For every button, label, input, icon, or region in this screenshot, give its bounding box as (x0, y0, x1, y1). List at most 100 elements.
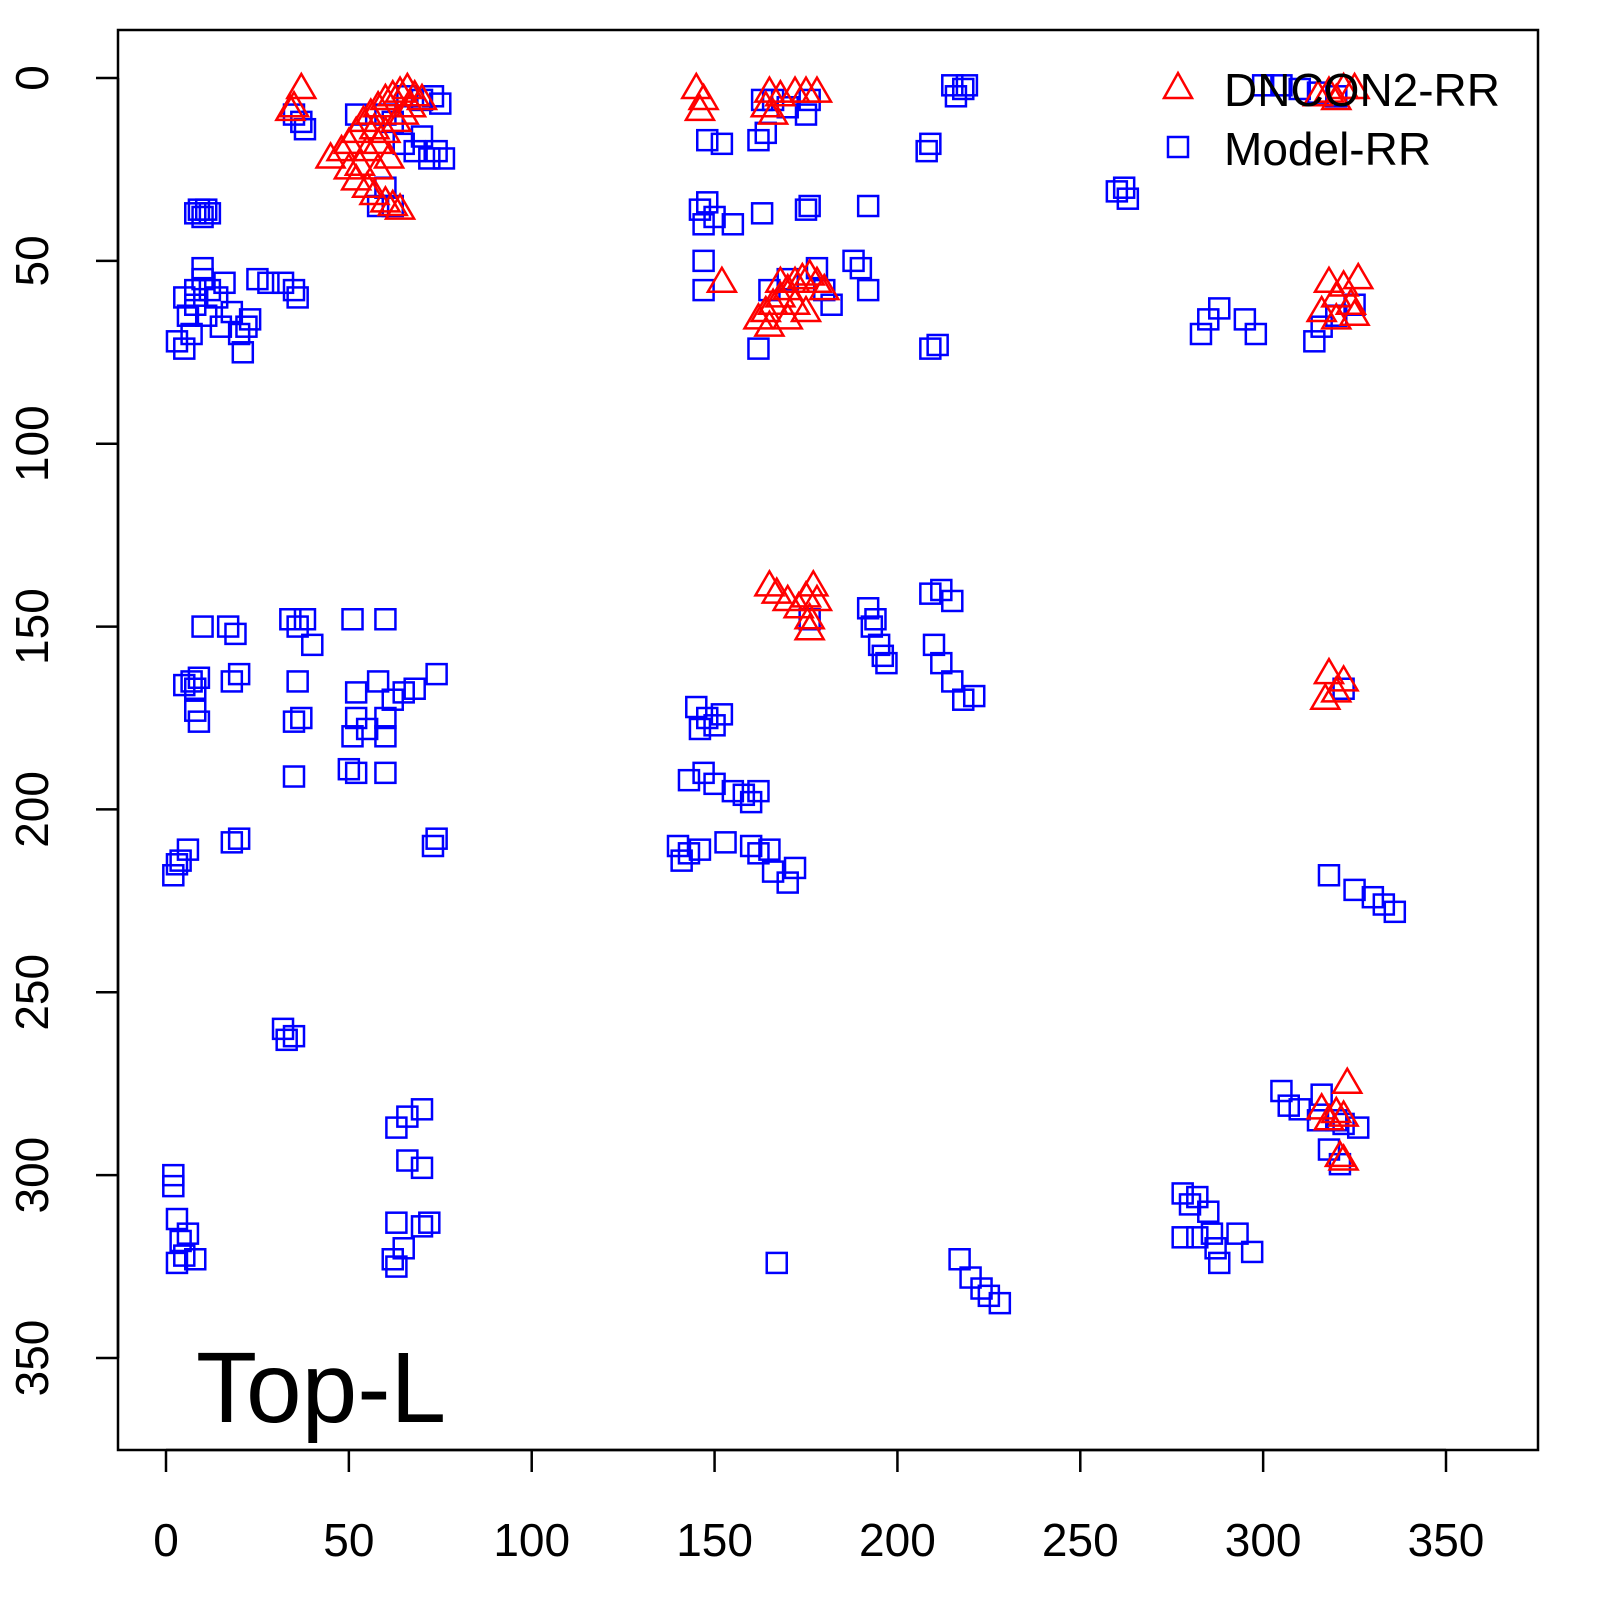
model-rr-point (191, 615, 214, 638)
model-rr-point (410, 125, 434, 148)
dncon2-rr-point (285, 71, 318, 100)
model-rr-point (930, 651, 953, 675)
dncon2-rr-point (749, 294, 782, 323)
dncon2-rr-point (274, 93, 307, 122)
legend-label-dncon2: DNCON2-RR (1224, 64, 1500, 116)
dncon2-rr-point (354, 97, 387, 125)
model-rr-point (385, 1211, 408, 1234)
model-rr-point (696, 706, 719, 730)
dncon2-rr-point (793, 258, 826, 286)
dncon2-rr-point (1334, 287, 1368, 315)
dncon2-rr-point (756, 287, 790, 315)
dncon2-rr-point (277, 89, 311, 118)
model-rr-point (169, 849, 192, 872)
model-rr-point (922, 633, 946, 657)
model-rr-point (758, 838, 781, 861)
dncon2-rr-point (705, 265, 739, 294)
model-rr-point (374, 608, 397, 631)
model-rr-point (721, 213, 745, 236)
model-rr-point (418, 147, 441, 170)
model-rr-point (374, 706, 397, 730)
dncon2-rr-point (789, 294, 823, 323)
dncon2-rr-point (680, 71, 713, 100)
model-rr-point (1208, 1251, 1231, 1275)
model-rr-point (926, 333, 949, 357)
model-rr-point (293, 608, 317, 631)
model-rr-point (1244, 322, 1268, 346)
dncon2-rr-point (376, 78, 409, 107)
legend-square-icon (1166, 135, 1190, 159)
model-rr-point (919, 132, 942, 156)
dncon2-rr-point (800, 75, 834, 103)
dncon2-rr-point (786, 261, 819, 290)
model-rr-point (191, 256, 214, 280)
model-rr-point (165, 330, 189, 353)
points-layer (162, 71, 1407, 1315)
model-rr-point (286, 670, 309, 693)
model-rr-point (747, 337, 770, 360)
model-rr-point (739, 834, 763, 858)
dncon2-rr-point (1301, 78, 1335, 107)
model-rr-point (962, 684, 986, 708)
model-rr-point (344, 761, 368, 785)
model-rr-point (162, 1174, 185, 1198)
dncon2-rr-point (350, 133, 384, 162)
dncon2-rr-point (1320, 301, 1353, 330)
model-rr-point (220, 670, 244, 693)
model-rr-point (165, 1251, 189, 1275)
model-rr-point (180, 670, 203, 693)
y-tick-label: 300 (6, 1137, 58, 1214)
model-rr-point (337, 757, 361, 781)
dncon2-rr-point (380, 104, 413, 133)
model-rr-point (688, 198, 712, 221)
dncon2-rr-point (1320, 674, 1353, 703)
model-rr-point (231, 341, 255, 364)
dncon2-rr-point (1342, 261, 1375, 290)
model-rr-point (198, 278, 222, 302)
model-rr-point (227, 827, 251, 850)
model-rr-point (805, 256, 829, 280)
dncon2-rr-point (343, 148, 377, 177)
x-tick-label: 200 (859, 1514, 936, 1566)
model-rr-point (341, 725, 364, 748)
model-rr-point (1303, 330, 1326, 353)
dncon2-rr-point (764, 265, 797, 294)
x-tick-label: 300 (1225, 1514, 1302, 1566)
model-rr-point (374, 725, 397, 748)
model-rr-point (216, 615, 240, 638)
model-rr-point (403, 139, 426, 163)
dncon2-rr-point (753, 568, 786, 597)
model-rr-point (750, 202, 774, 225)
model-rr-point (915, 139, 938, 163)
model-rr-point (1332, 1112, 1355, 1136)
dncon2-rr-point (394, 89, 428, 118)
y-tick-label: 250 (6, 954, 58, 1031)
model-rr-point (1332, 677, 1355, 700)
model-rr-point (794, 198, 818, 221)
dncon2-rr-point (1331, 1066, 1364, 1094)
dncon2-rr-point (1323, 1139, 1357, 1168)
model-rr-point (198, 202, 222, 225)
model-rr-point (173, 337, 196, 360)
model-rr-point (205, 286, 229, 309)
model-rr-point (970, 1277, 993, 1300)
model-rr-point (783, 856, 807, 880)
model-rr-point (820, 293, 843, 316)
dncon2-rr-point (778, 287, 812, 315)
y-tick-label: 0 (6, 65, 58, 91)
model-rr-point (165, 853, 189, 876)
y-tick-label: 100 (6, 405, 58, 482)
model-rr-point (286, 615, 309, 638)
model-rr-point (871, 644, 895, 668)
dncon2-rr-point (1305, 294, 1338, 323)
dncon2-rr-point (687, 82, 720, 111)
model-rr-point (282, 278, 306, 302)
model-rr-point (187, 710, 211, 733)
model-rr-point (410, 1215, 434, 1238)
model-rr-point (919, 337, 942, 360)
legend: DNCON2-RR Model-RR (1161, 64, 1500, 175)
dncon2-rr-point (800, 583, 834, 612)
model-rr-point (224, 622, 247, 646)
model-rr-point (776, 871, 799, 894)
model-rr-point (1171, 1226, 1194, 1249)
